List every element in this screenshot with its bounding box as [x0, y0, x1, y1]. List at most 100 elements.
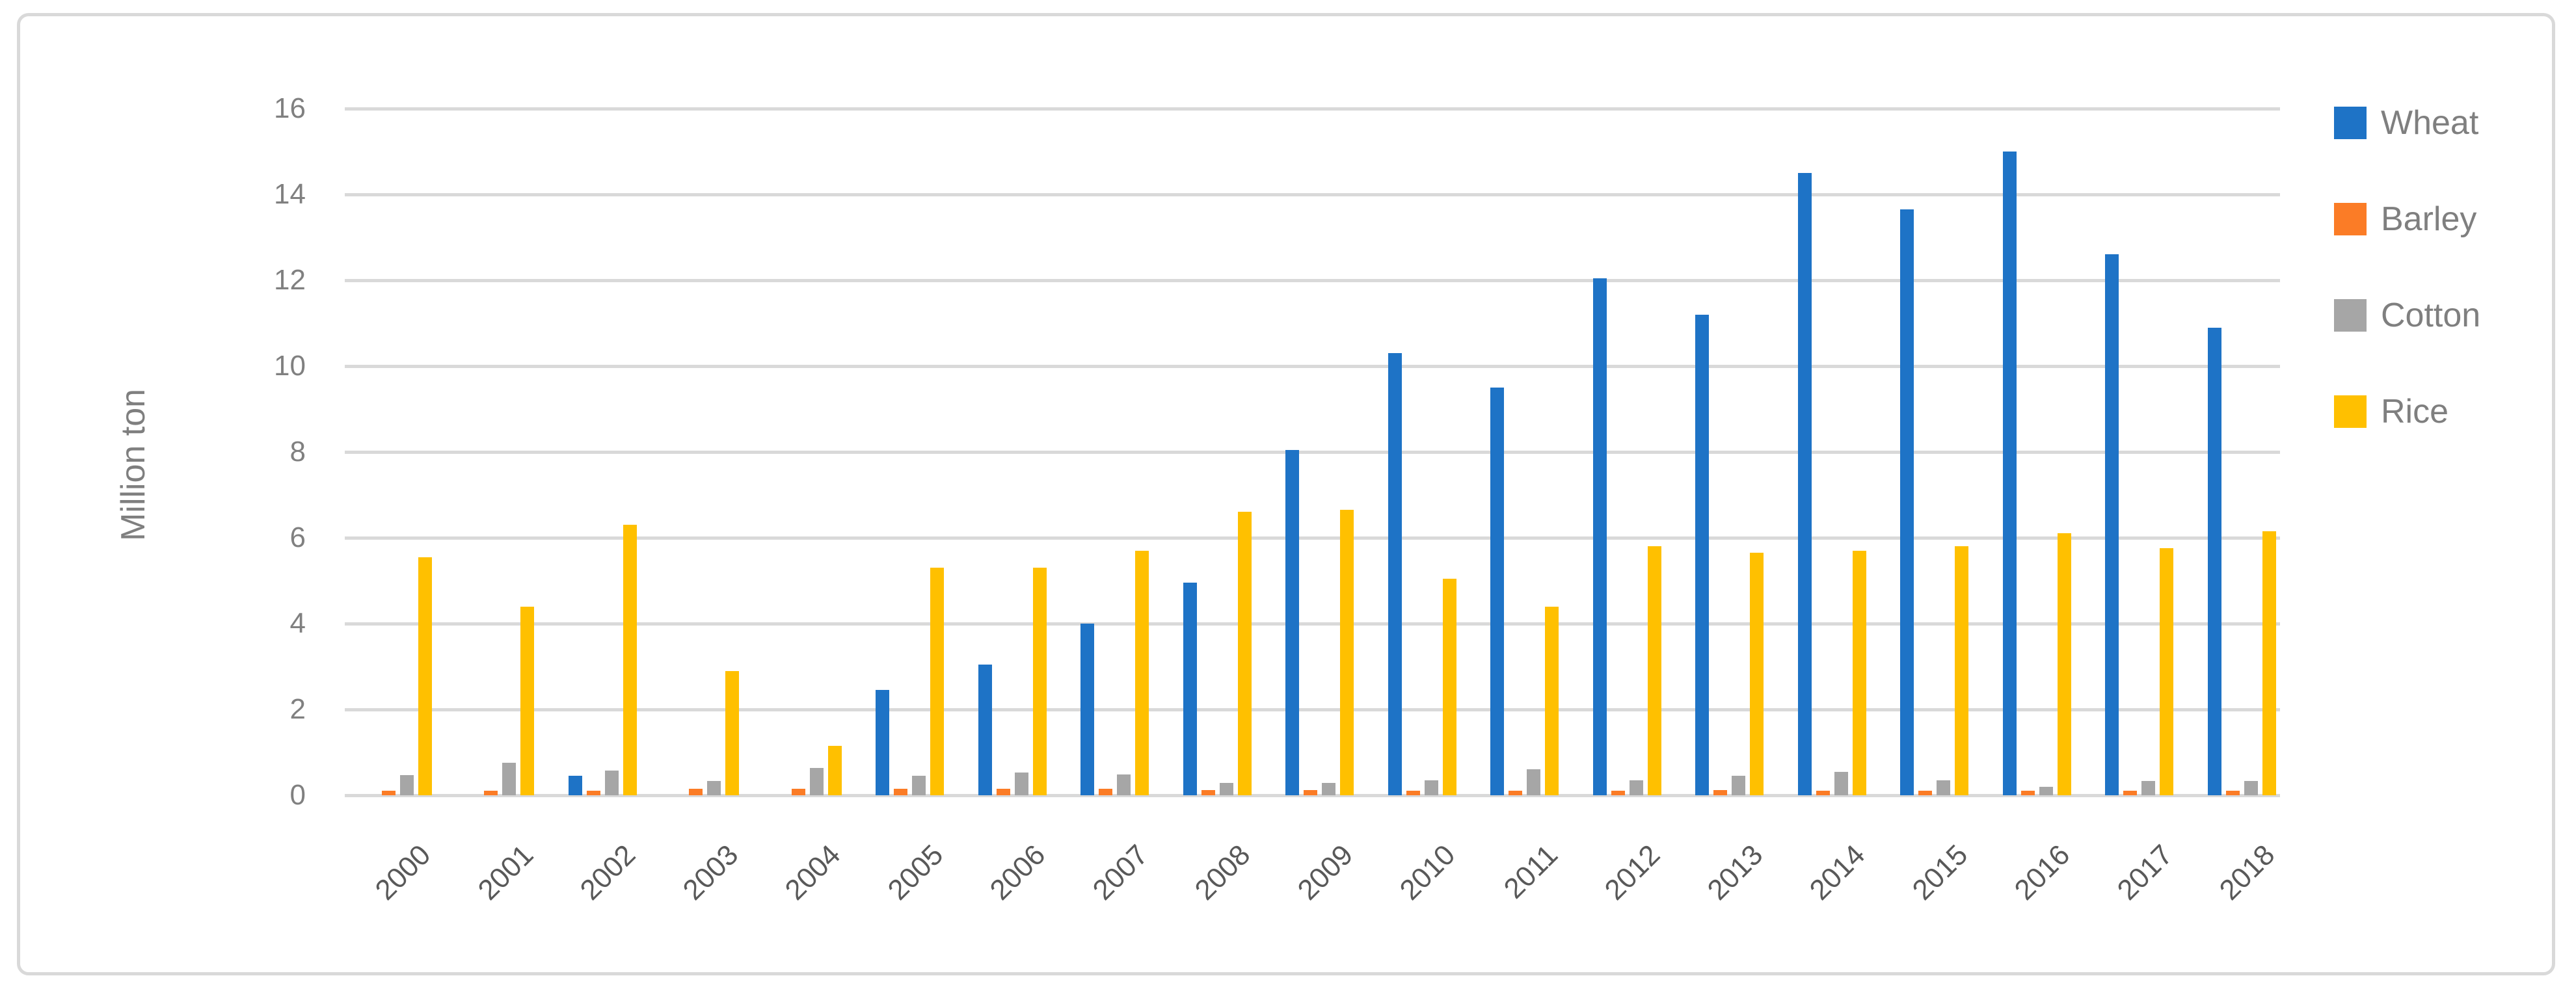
bar-barley-2009	[1304, 790, 1317, 795]
y-axis-title: Million ton	[114, 388, 152, 542]
bar-cotton-2001	[502, 763, 516, 795]
bar-wheat-2013	[1695, 315, 1709, 795]
y-tick-label-2: 2	[289, 693, 306, 725]
bar-rice-2016	[2058, 533, 2071, 795]
bar-cotton-2004	[810, 768, 824, 795]
y-tick-label-14: 14	[274, 178, 306, 210]
bar-wheat-2012	[1593, 278, 1607, 795]
bar-rice-2009	[1340, 510, 1354, 795]
bar-cotton-2003	[707, 781, 721, 795]
gridline-y-16	[345, 107, 2280, 111]
bar-cotton-2008	[1220, 783, 1233, 795]
y-tick-label-16: 16	[274, 92, 306, 124]
y-tick-label-0: 0	[289, 779, 306, 811]
bar-barley-2006	[997, 789, 1010, 795]
bar-wheat-2014	[1798, 173, 1812, 795]
bar-wheat-2005	[876, 690, 889, 795]
gridline-y-12	[345, 279, 2280, 282]
gridline-y-4	[345, 622, 2280, 626]
bar-cotton-2017	[2141, 781, 2155, 795]
gridline-y-6	[345, 536, 2280, 540]
bar-cotton-2010	[1425, 780, 1438, 795]
bar-rice-2018	[2262, 531, 2276, 795]
bar-wheat-2011	[1490, 388, 1504, 795]
legend-label-wheat: Wheat	[2381, 104, 2479, 142]
bar-wheat-2009	[1285, 450, 1299, 795]
bar-wheat-2006	[978, 665, 992, 795]
bar-wheat-2010	[1388, 353, 1402, 795]
bar-barley-2017	[2123, 791, 2137, 795]
bar-rice-2008	[1238, 512, 1252, 795]
bar-cotton-2009	[1322, 783, 1335, 795]
legend-item-rice: Rice	[2334, 395, 2449, 429]
bar-wheat-2008	[1183, 583, 1197, 795]
bar-rice-2004	[828, 746, 842, 795]
bar-cotton-2014	[1834, 772, 1848, 795]
legend-label-rice: Rice	[2381, 393, 2449, 430]
y-tick-label-8: 8	[289, 436, 306, 468]
bar-wheat-2016	[2003, 152, 2017, 795]
gridline-y-0	[345, 794, 2280, 797]
legend-swatch-wheat	[2334, 107, 2367, 139]
bar-barley-2002	[587, 791, 600, 795]
bar-rice-2015	[1955, 546, 1968, 795]
bar-barley-2001	[484, 791, 498, 795]
bar-barley-2000	[382, 791, 396, 795]
legend-item-cotton: Cotton	[2334, 298, 2480, 332]
bar-rice-2017	[2160, 548, 2173, 795]
bar-cotton-2012	[1630, 780, 1643, 795]
bar-barley-2014	[1816, 791, 1830, 795]
y-tick-label-10: 10	[274, 350, 306, 382]
bar-cotton-2013	[1732, 776, 1745, 795]
bar-barley-2015	[1918, 791, 1932, 795]
bar-rice-2001	[520, 607, 534, 795]
bar-barley-2007	[1099, 789, 1112, 795]
legend-item-barley: Barley	[2334, 202, 2476, 236]
bar-wheat-2018	[2208, 328, 2221, 795]
bar-rice-2013	[1750, 553, 1764, 795]
bar-cotton-2007	[1117, 774, 1131, 795]
bar-rice-2011	[1545, 607, 1559, 795]
bar-wheat-2007	[1080, 624, 1094, 795]
gridline-y-8	[345, 451, 2280, 454]
bar-barley-2010	[1406, 791, 1420, 795]
bar-rice-2014	[1853, 551, 1866, 795]
legend-swatch-rice	[2334, 395, 2367, 428]
bar-wheat-2002	[569, 776, 582, 795]
bar-rice-2002	[623, 525, 637, 795]
bar-rice-2003	[725, 671, 739, 795]
bar-cotton-2016	[2039, 787, 2053, 795]
legend-label-cotton: Cotton	[2381, 297, 2481, 334]
gridline-y-2	[345, 708, 2280, 711]
bar-barley-2013	[1713, 790, 1727, 795]
legend-swatch-barley	[2334, 203, 2367, 235]
gridline-y-14	[345, 193, 2280, 196]
bar-cotton-2006	[1015, 773, 1028, 795]
bar-rice-2012	[1648, 546, 1661, 795]
bar-barley-2004	[792, 789, 805, 795]
legend-swatch-cotton	[2334, 299, 2367, 332]
bar-barley-2018	[2226, 791, 2240, 795]
y-tick-label-4: 4	[289, 607, 306, 639]
bar-barley-2012	[1611, 791, 1625, 795]
bar-barley-2016	[2021, 791, 2035, 795]
bar-rice-2006	[1033, 568, 1047, 795]
bar-wheat-2017	[2105, 254, 2119, 795]
bar-cotton-2005	[912, 776, 926, 795]
bar-rice-2005	[930, 568, 944, 795]
y-tick-label-6: 6	[289, 522, 306, 553]
bar-barley-2003	[689, 789, 703, 795]
bar-rice-2010	[1443, 579, 1456, 795]
bar-cotton-2015	[1937, 780, 1950, 795]
bar-barley-2008	[1201, 790, 1215, 795]
bar-rice-2000	[418, 557, 432, 795]
legend-item-wheat: Wheat	[2334, 106, 2478, 140]
bar-cotton-2000	[400, 775, 414, 795]
bar-barley-2005	[894, 789, 907, 795]
bar-cotton-2002	[605, 771, 619, 795]
legend-label-barley: Barley	[2381, 200, 2477, 238]
bar-rice-2007	[1135, 551, 1149, 795]
bar-cotton-2018	[2244, 781, 2258, 795]
bar-barley-2011	[1509, 791, 1522, 795]
